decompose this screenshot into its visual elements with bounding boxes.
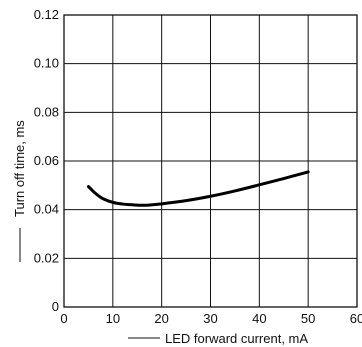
y-axis-label: Turn off time, ms <box>12 120 27 217</box>
x-tick-label: 60 <box>350 311 362 326</box>
grid <box>64 15 357 307</box>
y-tick-label: 0.08 <box>34 104 59 119</box>
x-tick-label: 50 <box>301 311 315 326</box>
x-tick-label: 20 <box>154 311 168 326</box>
y-tick-label: 0.10 <box>34 56 59 71</box>
y-tick-label: 0.06 <box>34 153 59 168</box>
x-tick-label: 10 <box>106 311 120 326</box>
series-line <box>86 170 310 207</box>
x-tick-label: 0 <box>60 311 67 326</box>
x-tick-labels: 0 10 20 30 40 50 60 <box>60 311 362 326</box>
y-tick-label: 0.02 <box>34 250 59 265</box>
y-tick-label: 0 <box>52 299 59 314</box>
x-axis-label: LED forward current, mA <box>165 331 308 346</box>
x-tick-label: 40 <box>252 311 266 326</box>
x-tick-label: 30 <box>203 311 217 326</box>
y-tick-label: 0.12 <box>34 7 59 22</box>
plot-frame <box>63 14 358 308</box>
y-tick-label: 0.04 <box>34 202 59 217</box>
y-tick-labels: 0 0.02 0.04 0.06 0.08 0.10 0.12 <box>34 7 59 314</box>
